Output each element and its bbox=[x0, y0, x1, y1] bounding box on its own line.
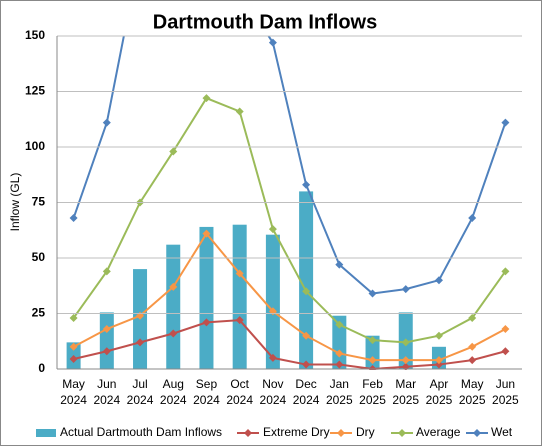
marker bbox=[302, 287, 311, 296]
marker bbox=[302, 331, 311, 340]
marker bbox=[69, 214, 78, 223]
marker bbox=[202, 318, 211, 327]
legend-label: Actual Dartmouth Dam Inflows bbox=[60, 425, 222, 439]
legend-label: Extreme Dry bbox=[263, 425, 330, 439]
x-tick-label: May 2024 bbox=[60, 377, 87, 407]
x-tick-label: May 2025 bbox=[458, 377, 486, 407]
y-tick-label: 75 bbox=[32, 195, 46, 209]
marker bbox=[69, 342, 78, 351]
y-tick-label: 150 bbox=[25, 28, 45, 42]
marker bbox=[268, 225, 277, 234]
legend-label: Dry bbox=[356, 425, 375, 439]
marker bbox=[268, 353, 277, 362]
marker bbox=[235, 269, 244, 278]
marker bbox=[434, 356, 443, 365]
x-tick-label: Dec 2024 bbox=[292, 377, 320, 407]
bar bbox=[232, 224, 247, 369]
marker bbox=[434, 360, 443, 369]
marker bbox=[434, 331, 443, 340]
x-tick-label: Oct 2024 bbox=[226, 377, 254, 407]
marker bbox=[202, 94, 211, 103]
line bbox=[73, 231, 506, 362]
marker bbox=[102, 267, 111, 276]
x-tick-label: Jun 2024 bbox=[93, 377, 121, 407]
legend-label: Wet bbox=[491, 425, 513, 439]
line bbox=[72, 96, 507, 344]
x-tick-label: Feb 2025 bbox=[359, 377, 386, 407]
legend-label: Average bbox=[416, 425, 461, 439]
bar bbox=[265, 234, 280, 369]
marker bbox=[401, 285, 410, 294]
marker bbox=[335, 320, 344, 329]
bar bbox=[199, 226, 214, 369]
x-tick-label: Jan 2025 bbox=[325, 377, 353, 407]
legend-marker bbox=[473, 429, 481, 437]
line bbox=[73, 319, 506, 370]
marker bbox=[202, 229, 211, 238]
bar bbox=[99, 312, 114, 369]
marker bbox=[102, 118, 111, 127]
marker bbox=[302, 180, 311, 189]
x-tick-label: Jul 2024 bbox=[126, 377, 154, 407]
marker bbox=[169, 329, 178, 338]
marker bbox=[136, 338, 145, 347]
marker bbox=[169, 147, 178, 156]
marker bbox=[368, 289, 377, 298]
x-tick-label: Sep 2024 bbox=[193, 377, 220, 407]
marker bbox=[335, 260, 344, 269]
marker bbox=[501, 325, 510, 334]
line bbox=[72, 36, 507, 295]
marker bbox=[335, 349, 344, 358]
y-tick-label: 125 bbox=[25, 84, 45, 98]
x-tick-label: Mar 2025 bbox=[392, 377, 420, 407]
marker bbox=[468, 342, 477, 351]
marker bbox=[335, 360, 344, 369]
marker bbox=[434, 276, 443, 285]
marker bbox=[102, 347, 111, 356]
marker bbox=[401, 356, 410, 365]
x-tick-label: Apr 2025 bbox=[425, 377, 453, 407]
marker bbox=[268, 38, 277, 47]
bar bbox=[166, 244, 181, 369]
marker bbox=[468, 214, 477, 223]
marker bbox=[401, 338, 410, 347]
x-tick-label: Aug 2024 bbox=[159, 377, 187, 407]
marker bbox=[401, 362, 410, 370]
x-tick-label: Jun 2025 bbox=[492, 377, 519, 407]
marker bbox=[468, 313, 477, 322]
marker bbox=[468, 356, 477, 365]
marker bbox=[368, 356, 377, 365]
marker bbox=[368, 336, 377, 345]
y-tick-label: 0 bbox=[38, 361, 45, 375]
marker bbox=[102, 325, 111, 334]
y-tick-label: 50 bbox=[32, 250, 46, 264]
chart-title: Dartmouth Dam Inflows bbox=[153, 11, 377, 33]
marker bbox=[169, 282, 178, 291]
marker bbox=[501, 347, 510, 356]
marker bbox=[302, 360, 311, 369]
marker bbox=[69, 313, 78, 322]
marker bbox=[69, 355, 78, 364]
marker bbox=[501, 118, 510, 127]
plot-area bbox=[66, 36, 510, 370]
y-axis-label: Inflow (GL) bbox=[8, 173, 22, 232]
x-tick-label: Nov 2024 bbox=[259, 377, 287, 407]
marker bbox=[501, 267, 510, 276]
legend-swatch bbox=[36, 429, 56, 437]
legend-marker bbox=[398, 429, 406, 437]
legend-marker bbox=[244, 429, 252, 437]
bar bbox=[332, 315, 347, 369]
legend-marker bbox=[337, 429, 345, 437]
marker bbox=[235, 316, 244, 325]
y-tick-label: 100 bbox=[25, 139, 45, 153]
y-tick-label: 25 bbox=[32, 306, 46, 320]
bar bbox=[299, 191, 314, 369]
marker bbox=[235, 107, 244, 116]
